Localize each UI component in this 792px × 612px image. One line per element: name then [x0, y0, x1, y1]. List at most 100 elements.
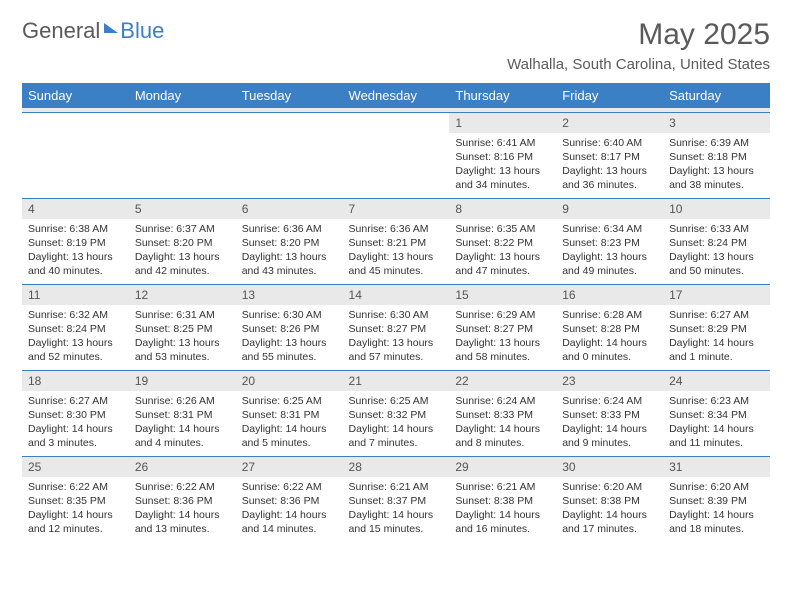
day-number: 27 — [236, 457, 343, 477]
calendar-day-cell — [129, 112, 236, 198]
calendar-day-cell: 22Sunrise: 6:24 AMSunset: 8:33 PMDayligh… — [449, 370, 556, 456]
day-line: Daylight: 13 hours and 52 minutes. — [28, 336, 123, 364]
calendar-day-cell: 16Sunrise: 6:28 AMSunset: 8:28 PMDayligh… — [556, 284, 663, 370]
day-line: Sunrise: 6:21 AM — [349, 480, 444, 494]
day-line: Sunset: 8:20 PM — [242, 236, 337, 250]
day-line: Sunrise: 6:25 AM — [242, 394, 337, 408]
calendar-day-cell: 8Sunrise: 6:35 AMSunset: 8:22 PMDaylight… — [449, 198, 556, 284]
day-line: Daylight: 14 hours and 11 minutes. — [669, 422, 764, 450]
day-line: Sunrise: 6:34 AM — [562, 222, 657, 236]
day-line: Sunrise: 6:22 AM — [242, 480, 337, 494]
calendar-day-cell: 17Sunrise: 6:27 AMSunset: 8:29 PMDayligh… — [663, 284, 770, 370]
day-detail: Sunrise: 6:29 AMSunset: 8:27 PMDaylight:… — [449, 305, 556, 370]
day-line: Sunrise: 6:30 AM — [349, 308, 444, 322]
day-line: Sunrise: 6:28 AM — [562, 308, 657, 322]
day-line: Sunset: 8:27 PM — [349, 322, 444, 336]
day-line: Sunset: 8:39 PM — [669, 494, 764, 508]
day-line: Daylight: 13 hours and 53 minutes. — [135, 336, 230, 364]
day-line: Sunrise: 6:27 AM — [28, 394, 123, 408]
day-line: Daylight: 14 hours and 4 minutes. — [135, 422, 230, 450]
day-line: Daylight: 13 hours and 49 minutes. — [562, 250, 657, 278]
day-number: 25 — [22, 457, 129, 477]
calendar-day-cell: 6Sunrise: 6:36 AMSunset: 8:20 PMDaylight… — [236, 198, 343, 284]
day-line: Sunset: 8:21 PM — [349, 236, 444, 250]
calendar-day-cell: 19Sunrise: 6:26 AMSunset: 8:31 PMDayligh… — [129, 370, 236, 456]
day-number: 21 — [343, 371, 450, 391]
day-detail: Sunrise: 6:21 AMSunset: 8:38 PMDaylight:… — [449, 477, 556, 542]
day-line: Sunset: 8:34 PM — [669, 408, 764, 422]
day-line: Daylight: 14 hours and 14 minutes. — [242, 508, 337, 536]
day-number: 31 — [663, 457, 770, 477]
day-line: Sunset: 8:32 PM — [349, 408, 444, 422]
day-line: Sunrise: 6:32 AM — [28, 308, 123, 322]
calendar-day-cell: 18Sunrise: 6:27 AMSunset: 8:30 PMDayligh… — [22, 370, 129, 456]
day-line: Sunset: 8:17 PM — [562, 150, 657, 164]
weekday-header: Sunday — [22, 83, 129, 108]
day-line: Sunset: 8:25 PM — [135, 322, 230, 336]
day-line: Daylight: 13 hours and 43 minutes. — [242, 250, 337, 278]
brand-logo: General Blue — [22, 18, 164, 44]
day-detail: Sunrise: 6:20 AMSunset: 8:39 PMDaylight:… — [663, 477, 770, 542]
title-block: May 2025 Walhalla, South Carolina, Unite… — [507, 18, 770, 73]
day-number: 16 — [556, 285, 663, 305]
day-line: Sunrise: 6:30 AM — [242, 308, 337, 322]
day-number: 2 — [556, 113, 663, 133]
day-line: Daylight: 13 hours and 50 minutes. — [669, 250, 764, 278]
month-title: May 2025 — [507, 18, 770, 52]
day-detail: Sunrise: 6:21 AMSunset: 8:37 PMDaylight:… — [343, 477, 450, 542]
day-line: Daylight: 14 hours and 7 minutes. — [349, 422, 444, 450]
day-line: Sunrise: 6:27 AM — [669, 308, 764, 322]
day-detail: Sunrise: 6:35 AMSunset: 8:22 PMDaylight:… — [449, 219, 556, 284]
day-detail: Sunrise: 6:25 AMSunset: 8:31 PMDaylight:… — [236, 391, 343, 456]
calendar-day-cell: 4Sunrise: 6:38 AMSunset: 8:19 PMDaylight… — [22, 198, 129, 284]
day-number: 26 — [129, 457, 236, 477]
location-text: Walhalla, South Carolina, United States — [507, 56, 770, 73]
day-number: 20 — [236, 371, 343, 391]
weekday-header: Saturday — [663, 83, 770, 108]
day-number: 12 — [129, 285, 236, 305]
day-detail: Sunrise: 6:24 AMSunset: 8:33 PMDaylight:… — [449, 391, 556, 456]
day-line: Sunrise: 6:23 AM — [669, 394, 764, 408]
calendar-day-cell: 13Sunrise: 6:30 AMSunset: 8:26 PMDayligh… — [236, 284, 343, 370]
day-number: 29 — [449, 457, 556, 477]
day-line: Daylight: 13 hours and 58 minutes. — [455, 336, 550, 364]
day-line: Daylight: 14 hours and 17 minutes. — [562, 508, 657, 536]
day-line: Sunrise: 6:29 AM — [455, 308, 550, 322]
day-number: 6 — [236, 199, 343, 219]
day-line: Sunset: 8:33 PM — [455, 408, 550, 422]
day-detail: Sunrise: 6:22 AMSunset: 8:35 PMDaylight:… — [22, 477, 129, 542]
day-line: Daylight: 14 hours and 15 minutes. — [349, 508, 444, 536]
day-line: Sunset: 8:37 PM — [349, 494, 444, 508]
weekday-header: Thursday — [449, 83, 556, 108]
day-detail: Sunrise: 6:33 AMSunset: 8:24 PMDaylight:… — [663, 219, 770, 284]
day-line: Sunset: 8:38 PM — [455, 494, 550, 508]
day-detail: Sunrise: 6:22 AMSunset: 8:36 PMDaylight:… — [129, 477, 236, 542]
calendar-day-cell: 23Sunrise: 6:24 AMSunset: 8:33 PMDayligh… — [556, 370, 663, 456]
day-line: Sunset: 8:22 PM — [455, 236, 550, 250]
day-line: Sunset: 8:35 PM — [28, 494, 123, 508]
day-detail: Sunrise: 6:40 AMSunset: 8:17 PMDaylight:… — [556, 133, 663, 198]
day-line: Daylight: 13 hours and 45 minutes. — [349, 250, 444, 278]
day-number: 4 — [22, 199, 129, 219]
day-line: Daylight: 13 hours and 38 minutes. — [669, 164, 764, 192]
calendar-day-cell — [343, 112, 450, 198]
day-line: Sunrise: 6:22 AM — [135, 480, 230, 494]
calendar-week-row: 1Sunrise: 6:41 AMSunset: 8:16 PMDaylight… — [22, 112, 770, 198]
weekday-header: Monday — [129, 83, 236, 108]
day-detail: Sunrise: 6:30 AMSunset: 8:27 PMDaylight:… — [343, 305, 450, 370]
day-line: Sunset: 8:29 PM — [669, 322, 764, 336]
day-number: 23 — [556, 371, 663, 391]
day-detail: Sunrise: 6:26 AMSunset: 8:31 PMDaylight:… — [129, 391, 236, 456]
day-line: Sunset: 8:31 PM — [135, 408, 230, 422]
day-detail: Sunrise: 6:41 AMSunset: 8:16 PMDaylight:… — [449, 133, 556, 198]
day-detail: Sunrise: 6:36 AMSunset: 8:21 PMDaylight:… — [343, 219, 450, 284]
day-detail: Sunrise: 6:37 AMSunset: 8:20 PMDaylight:… — [129, 219, 236, 284]
day-detail: Sunrise: 6:32 AMSunset: 8:24 PMDaylight:… — [22, 305, 129, 370]
day-line: Daylight: 14 hours and 3 minutes. — [28, 422, 123, 450]
calendar-day-cell — [22, 112, 129, 198]
calendar-day-cell: 26Sunrise: 6:22 AMSunset: 8:36 PMDayligh… — [129, 456, 236, 542]
day-detail: Sunrise: 6:24 AMSunset: 8:33 PMDaylight:… — [556, 391, 663, 456]
day-line: Sunset: 8:31 PM — [242, 408, 337, 422]
day-line: Daylight: 14 hours and 5 minutes. — [242, 422, 337, 450]
weekday-header: Tuesday — [236, 83, 343, 108]
